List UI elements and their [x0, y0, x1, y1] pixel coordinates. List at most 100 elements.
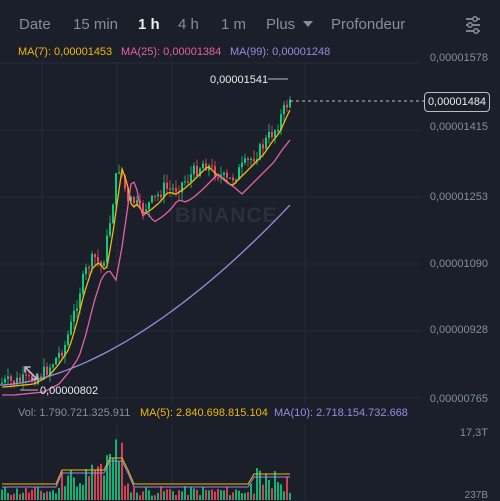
volume-bar — [106, 455, 108, 500]
volume-bar — [226, 486, 228, 500]
candle-body — [211, 165, 213, 167]
volume-bar — [142, 491, 144, 500]
volume-bar — [229, 495, 231, 500]
candle-body — [145, 209, 147, 212]
tab-depth[interactable]: Profondeur — [331, 16, 406, 33]
candle-body — [133, 196, 135, 204]
volume-bar — [4, 486, 6, 500]
expand-icon[interactable] — [22, 364, 40, 382]
volume-scale-top: 17,3T — [459, 427, 488, 439]
volume-bar — [187, 495, 189, 500]
price-axis-label: 0,00000928 — [429, 324, 488, 336]
candle-body — [232, 177, 234, 181]
candle-body — [19, 377, 21, 382]
candle-body — [259, 144, 261, 160]
candle-body — [205, 163, 207, 171]
volume-value: Vol: 1.790.721.325.911 — [18, 407, 131, 419]
chart-settings-icon[interactable] — [464, 16, 482, 34]
tab-more[interactable]: Plus — [266, 16, 314, 34]
volume-bar — [67, 475, 69, 500]
volume-bar — [289, 492, 291, 500]
volume-bar — [58, 487, 60, 500]
candle-body — [79, 293, 81, 309]
tab-1m[interactable]: 1 m — [221, 16, 247, 33]
volume-bar — [244, 493, 246, 500]
volume-bar — [199, 495, 201, 500]
candle-body — [7, 376, 9, 379]
volume-bar — [139, 495, 141, 500]
volume-bar — [154, 495, 156, 500]
candle-body — [121, 172, 123, 176]
volume-bar — [52, 490, 54, 500]
candle-body — [184, 181, 186, 183]
tab-4h[interactable]: 4 h — [178, 16, 199, 33]
ma-legend: MA(7): 0,00001453 MA(25): 0,00001384 MA(… — [18, 45, 330, 59]
volume-bar — [262, 484, 264, 500]
candle-body — [196, 165, 198, 176]
candle-body — [175, 188, 177, 192]
volume-bar — [178, 490, 180, 500]
volume-bar — [169, 489, 171, 500]
ma99-value: MA(99): 0,00001248 — [230, 46, 331, 58]
volume-bar — [13, 493, 15, 500]
volume-bar — [31, 489, 33, 500]
volume-bar — [103, 475, 105, 500]
candle-body — [277, 129, 279, 132]
volume-bar — [82, 484, 84, 500]
volume-bar — [148, 490, 150, 500]
candle-body — [181, 182, 183, 193]
volume-bar — [136, 492, 138, 500]
ma25-line — [2, 139, 291, 396]
candle-body — [172, 188, 174, 190]
candle-body — [241, 162, 243, 168]
binance-watermark: BINANCE — [175, 204, 278, 227]
candle-body — [226, 172, 228, 178]
volume-bar — [166, 489, 168, 500]
price-chart[interactable] — [0, 62, 500, 408]
volume-bar — [88, 476, 90, 500]
volume-bar — [115, 439, 117, 500]
volume-bar — [43, 493, 45, 500]
volume-ma5-line — [2, 457, 290, 485]
volume-bar — [25, 487, 27, 500]
volume-bar — [118, 461, 120, 500]
volume-bar — [247, 492, 249, 500]
candle-body — [262, 144, 264, 149]
volume-bar — [70, 470, 72, 500]
candle-body — [25, 374, 27, 376]
volume-ma5: MA(5): 2.840.698.815.104 — [140, 407, 268, 419]
candle-body — [265, 137, 267, 149]
tab-15min[interactable]: 15 min — [73, 16, 119, 33]
candle-body — [22, 374, 24, 382]
volume-bar — [250, 483, 252, 500]
volume-bar — [64, 486, 66, 500]
volume-bar — [241, 493, 243, 500]
candle-body — [136, 200, 138, 204]
volume-bar — [271, 488, 273, 500]
price-axis-label: 0,00001578 — [429, 52, 488, 64]
volume-bar — [91, 464, 93, 500]
volume-bar — [94, 469, 96, 500]
volume-chart[interactable] — [0, 424, 500, 500]
volume-bar — [160, 486, 162, 500]
tab-date[interactable]: Date — [19, 16, 51, 33]
ma25-value: MA(25): 0,00001384 — [121, 46, 222, 58]
candle-body — [139, 200, 141, 204]
tab-1h[interactable]: 1 h — [138, 16, 160, 33]
volume-bar — [175, 494, 177, 500]
candle-body — [124, 175, 126, 189]
candle-body — [112, 204, 114, 224]
candle-body — [247, 158, 249, 160]
timeframe-tabs: Date 15 min 1 h 4 h 1 m Plus Profondeur — [0, 0, 500, 46]
candle-body — [130, 196, 132, 202]
price-axis-label: 0,00001415 — [429, 121, 488, 133]
volume-bar — [265, 473, 267, 500]
candle-body — [271, 131, 273, 138]
volume-bar — [217, 488, 219, 500]
current-price-badge: 0,00001484 — [424, 92, 490, 112]
volume-bar — [211, 489, 213, 500]
ma99-line — [0, 204, 291, 386]
candle-body — [190, 174, 192, 182]
chevron-down-icon — [303, 21, 314, 27]
volume-bar — [7, 493, 9, 500]
